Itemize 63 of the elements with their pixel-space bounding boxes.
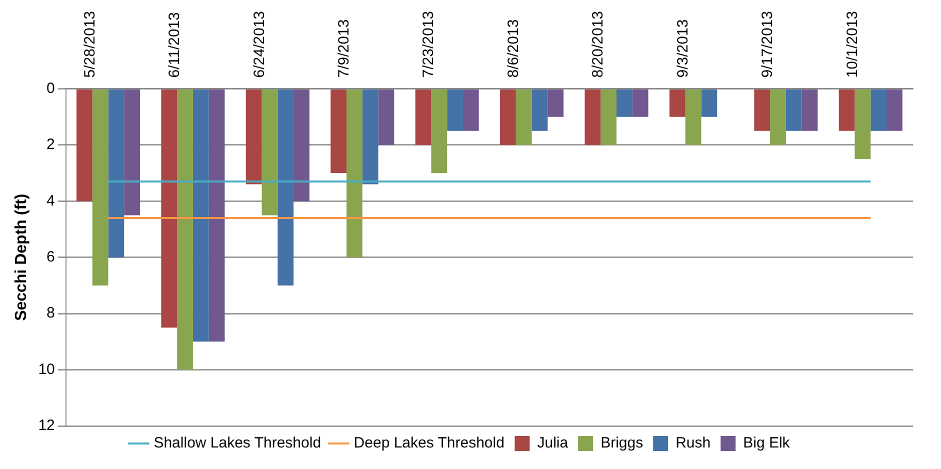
y-axis-title: Secchi Depth (ft) [13,194,30,321]
legend-label: Rush [676,434,711,452]
bar [786,89,802,131]
bar [548,89,564,117]
y-tick-label: 4 [46,192,55,210]
bar [362,89,378,184]
x-tick-label: 7/23/2013 [420,10,438,78]
legend-label: Shallow Lakes Threshold [154,434,322,452]
bar [701,89,718,117]
bar [346,89,362,258]
bar [76,89,92,202]
x-tick-label: 6/24/2013 [250,10,268,78]
legend-label: Big Elk [743,434,790,452]
bar [754,89,770,131]
y-tick-label: 2 [46,136,55,154]
bar [685,89,702,145]
bar [584,89,601,145]
bar [278,89,294,286]
bar [192,89,209,342]
bar [208,89,225,342]
y-tick-label: 8 [46,304,55,322]
bar [462,89,479,131]
bar [246,89,262,184]
bar [378,89,394,145]
x-tick-label: 7/9/2013 [336,19,353,78]
legend-label: Deep Lakes Threshold [354,434,504,452]
bar [447,89,463,131]
bar [108,89,124,258]
bar [330,89,346,174]
bar [516,89,532,145]
legend-label: Julia [537,434,569,452]
bar [854,89,871,159]
bar [770,89,786,145]
bar [431,89,448,174]
bar [415,89,432,145]
y-tick-label: 0 [46,80,55,97]
bar [532,89,548,131]
bar [886,89,902,131]
bar [294,89,310,202]
x-tick-label: 5/28/2013 [81,10,98,78]
bar [870,89,887,131]
x-tick-label: 8/6/2013 [504,19,522,78]
x-tick-label: 6/11/2013 [166,12,184,78]
y-tick-label: 10 [38,360,55,378]
bar [632,89,648,117]
bar [500,89,516,145]
bar [802,89,818,131]
bar [124,89,140,216]
bar [600,89,617,145]
y-tick-label: 12 [38,417,55,434]
x-tick-label: 10/1/2013 [844,10,861,78]
x-tick-label: 9/3/2013 [674,19,692,78]
bar [92,89,108,286]
x-tick-label: 9/17/2013 [759,10,776,78]
legend-label: Briggs [600,434,644,452]
bar [669,89,686,117]
y-tick-label: 6 [46,248,55,266]
bar [177,89,193,370]
bar [616,89,632,117]
x-tick-label: 8/20/2013 [590,10,607,78]
bar [262,89,278,216]
bar [838,89,855,131]
bar [161,89,178,328]
